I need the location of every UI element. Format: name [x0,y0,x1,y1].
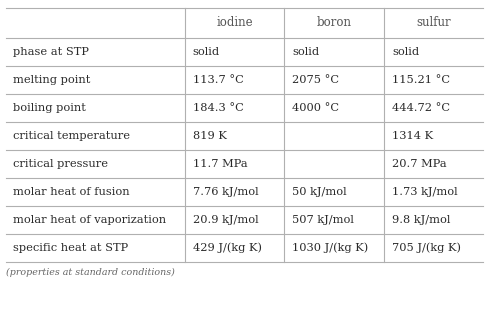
Text: molar heat of vaporization: molar heat of vaporization [13,215,166,225]
Text: (properties at standard conditions): (properties at standard conditions) [6,268,175,277]
Text: 113.7 °C: 113.7 °C [192,75,243,85]
Text: 444.72 °C: 444.72 °C [391,103,449,113]
Text: boron: boron [316,16,351,29]
Text: phase at STP: phase at STP [13,47,89,57]
Text: 1030 J/(kg K): 1030 J/(kg K) [291,243,367,253]
Text: 7.76 kJ/mol: 7.76 kJ/mol [192,187,258,197]
Text: 20.9 kJ/mol: 20.9 kJ/mol [192,215,258,225]
Text: critical pressure: critical pressure [13,159,108,169]
Text: iodine: iodine [216,16,252,29]
Text: 115.21 °C: 115.21 °C [391,75,449,85]
Text: 705 J/(kg K): 705 J/(kg K) [391,243,460,253]
Text: molar heat of fusion: molar heat of fusion [13,187,129,197]
Text: 4000 °C: 4000 °C [291,103,338,113]
Text: sulfur: sulfur [415,16,450,29]
Text: solid: solid [192,47,220,57]
Text: 50 kJ/mol: 50 kJ/mol [291,187,346,197]
Text: solid: solid [391,47,419,57]
Text: critical temperature: critical temperature [13,131,130,141]
Text: 1314 K: 1314 K [391,131,432,141]
Text: 20.7 MPa: 20.7 MPa [391,159,446,169]
Text: 11.7 MPa: 11.7 MPa [192,159,247,169]
Text: solid: solid [291,47,319,57]
Text: 429 J/(kg K): 429 J/(kg K) [192,243,262,253]
Text: 1.73 kJ/mol: 1.73 kJ/mol [391,187,457,197]
Text: 184.3 °C: 184.3 °C [192,103,243,113]
Text: 507 kJ/mol: 507 kJ/mol [291,215,353,225]
Text: 9.8 kJ/mol: 9.8 kJ/mol [391,215,450,225]
Text: boiling point: boiling point [13,103,86,113]
Text: 2075 °C: 2075 °C [291,75,338,85]
Text: melting point: melting point [13,75,90,85]
Text: 819 K: 819 K [192,131,226,141]
Text: specific heat at STP: specific heat at STP [13,243,128,253]
